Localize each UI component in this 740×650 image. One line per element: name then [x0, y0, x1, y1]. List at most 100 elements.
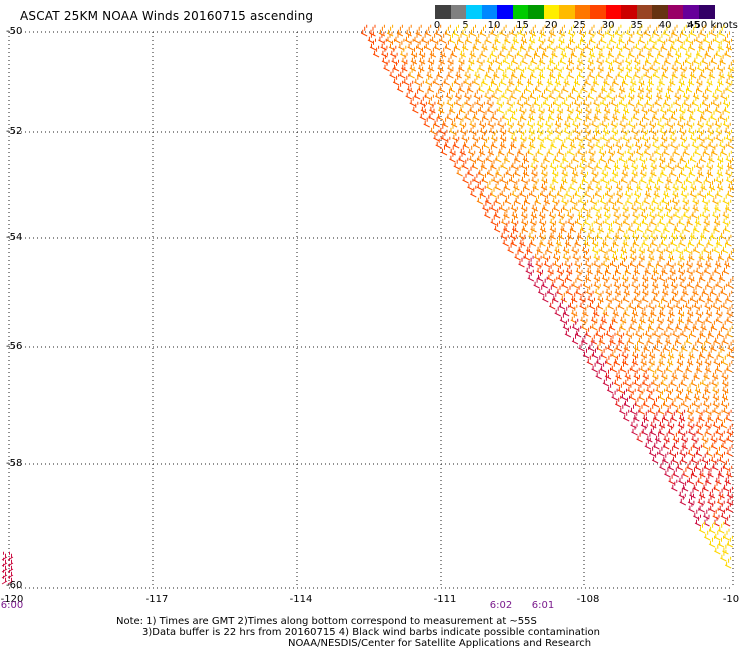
wind-barb: [588, 220, 595, 233]
wind-barb: [534, 80, 542, 93]
wind-barb: [719, 108, 726, 121]
wind-barb: [510, 87, 517, 100]
wind-barb: [624, 52, 632, 65]
wind-barb: [588, 339, 595, 352]
wind-barb: [629, 248, 637, 261]
wind-barb: [367, 31, 375, 44]
wind-barb: [720, 549, 727, 562]
wind-barb: [725, 465, 733, 478]
wind-barb: [724, 472, 732, 485]
wind-barb: [527, 255, 534, 268]
wind-barb: [634, 136, 642, 149]
wind-barb: [380, 38, 387, 51]
wind-barb: [424, 73, 432, 86]
wind-barb: [630, 360, 637, 373]
wind-barb: [664, 465, 671, 478]
wind-barb: [462, 157, 469, 170]
wind-barb: [360, 24, 368, 37]
wind-barb: [485, 31, 492, 44]
wind-barb: [703, 507, 710, 520]
wind-barb: [565, 59, 573, 72]
wind-barb: [665, 241, 672, 254]
wind-barb: [617, 66, 624, 79]
colorbar-swatch: [435, 5, 451, 19]
wind-barb: [652, 374, 659, 387]
wind-barb: [685, 332, 693, 345]
wind-barb: [588, 143, 595, 156]
wind-barb: [685, 52, 692, 65]
wind-barb: [429, 122, 437, 135]
wind-barb: [686, 115, 693, 128]
wind-barb: [507, 45, 514, 58]
wind-barb: [453, 157, 460, 170]
wind-barb: [697, 493, 705, 506]
wind-barb: [727, 136, 734, 149]
wind-barb: [528, 136, 536, 149]
wind-barb: [666, 115, 673, 128]
wind-barb: [640, 360, 647, 373]
wind-barb: [464, 87, 471, 100]
wind-barb: [632, 206, 639, 219]
wind-barb: [700, 318, 707, 331]
wind-barb: [656, 199, 663, 212]
wind-barb: [441, 129, 448, 142]
wind-barb: [639, 164, 647, 177]
wind-barb: [630, 255, 637, 268]
wind-barb: [671, 479, 678, 492]
wind-barb: [576, 129, 583, 142]
wind-barb: [623, 213, 630, 226]
wind-barb: [453, 73, 461, 86]
wind-barb: [569, 192, 577, 205]
wind-barb: [701, 451, 708, 464]
wind-barb: [517, 143, 524, 156]
wind-barb: [438, 101, 445, 114]
wind-barb: [573, 122, 581, 135]
wind-barb: [695, 171, 703, 184]
wind-barb: [694, 213, 702, 226]
wind-barb: [688, 500, 695, 513]
wind-barb: [484, 206, 491, 219]
wind-barb: [589, 192, 597, 205]
wind-barb: [605, 290, 613, 303]
wind-barb: [689, 486, 696, 499]
wind-barb: [586, 59, 594, 72]
wind-barb: [644, 143, 651, 156]
wind-barb: [548, 185, 556, 198]
wind-barb: [717, 325, 725, 338]
wind-barb: [708, 178, 716, 191]
wind-barb: [703, 528, 711, 541]
wind-barb: [659, 122, 666, 135]
wind-barb: [582, 248, 590, 261]
wind-barb: [652, 38, 659, 51]
wind-barb: [518, 101, 526, 114]
wind-barb: [586, 353, 594, 366]
wind-barb: [652, 136, 659, 149]
wind-barb: [462, 171, 469, 184]
wind-barb: [642, 409, 650, 422]
colorbar-tick-label: 40: [658, 20, 672, 31]
wind-barb: [410, 52, 418, 65]
wind-barb: [530, 52, 538, 65]
wind-barb: [591, 234, 599, 247]
wind-barb: [695, 444, 703, 457]
wind-barb: [679, 129, 687, 142]
wind-barb: [541, 276, 548, 289]
wind-barb: [698, 486, 706, 499]
wind-barb: [629, 80, 636, 93]
wind-barb: [497, 101, 505, 114]
wind-barb: [659, 458, 666, 471]
wind-barb: [699, 269, 706, 282]
wind-barb: [501, 213, 508, 226]
wind-barb: [414, 73, 421, 86]
wind-barb: [556, 129, 563, 142]
wind-barb: [491, 108, 498, 121]
wind-barb: [704, 262, 711, 275]
wind-barb: [493, 220, 501, 233]
note-line-3: NOAA/NESDIS/Center for Satellite Applica…: [288, 638, 592, 649]
wind-barb: [626, 24, 633, 37]
wind-barb: [668, 31, 675, 44]
wind-barb: [661, 192, 669, 205]
wind-barb: [372, 45, 380, 58]
wind-barb: [713, 220, 720, 233]
wind-barb: [519, 234, 526, 247]
